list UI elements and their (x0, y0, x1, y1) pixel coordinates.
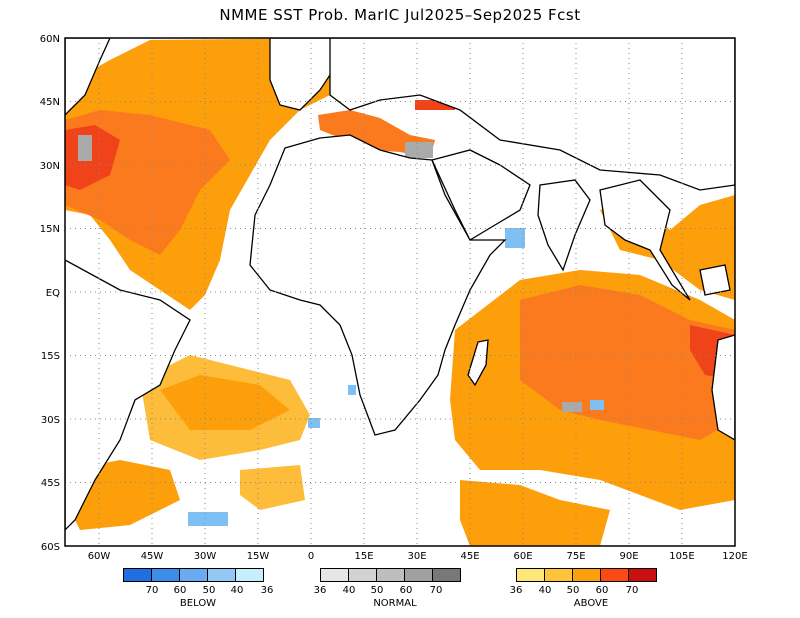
lat-label: 60N (40, 34, 60, 45)
below-patch-atlantic-small (308, 418, 320, 428)
lat-label: 30N (40, 161, 60, 172)
legend-swatch (320, 568, 349, 582)
arabia-outline (431, 149, 531, 241)
legend-above-swatches (516, 568, 666, 582)
lon-label: 60W (88, 551, 111, 562)
legend-label: 70 (145, 585, 159, 596)
sst-probability-map: 60N 45N 30N 15N EQ 15S 30S 45S 60S 60W 4… (40, 34, 748, 562)
below-patch-arabian-sea (505, 228, 525, 248)
legend-label: 36 (260, 585, 274, 596)
longitude-axis: 60W 45W 30W 15W 0 15E 30E 45E 60E 75E 90… (88, 551, 748, 562)
legend-below: 70 60 50 40 36 BELOW (123, 568, 273, 618)
black-sea-shading (415, 100, 455, 110)
lon-label: 120E (722, 551, 747, 562)
legend-above-labels: 36 40 50 60 70 (510, 585, 666, 599)
lat-label: 45S (41, 478, 60, 489)
legend-label: 60 (173, 585, 187, 596)
lon-label: 0 (308, 551, 314, 562)
legend-label: 70 (625, 585, 639, 596)
north-america-outline (65, 38, 111, 116)
southern-indian-ocean-shading (460, 480, 610, 546)
lat-label: 45N (40, 97, 60, 108)
legend-label: 60 (595, 585, 609, 596)
south-atlantic-far-south-shading (70, 460, 180, 530)
lat-label: 15N (40, 224, 60, 235)
legend-above-caption: ABOVE (573, 598, 609, 609)
lon-label: 45E (460, 551, 479, 562)
legend-normal-labels: 36 40 50 60 70 (314, 585, 470, 599)
lon-label: 15E (354, 551, 373, 562)
australia-outline (711, 334, 735, 441)
legend-swatch (544, 568, 573, 582)
legend-swatch (600, 568, 629, 582)
lat-label: EQ (46, 288, 60, 299)
lat-label: 30S (41, 415, 60, 426)
grid-lines (65, 38, 735, 546)
india-outline (537, 179, 591, 272)
legend-label: 70 (429, 585, 443, 596)
legend-swatch (572, 568, 601, 582)
lat-label: 15S (41, 351, 60, 362)
lon-label: 45W (141, 551, 164, 562)
lon-label: 30W (194, 551, 217, 562)
borneo-outline (699, 264, 731, 296)
legend-swatch (432, 568, 461, 582)
map-title: NMME SST Prob. MarIC Jul2025–Sep2025 Fcs… (219, 6, 581, 24)
legend-swatch (235, 568, 264, 582)
legend-label: 36 (313, 585, 327, 596)
legend-label: 40 (538, 585, 552, 596)
below-patch-south-atlantic (188, 512, 228, 526)
lon-label: 75E (566, 551, 585, 562)
madagascar-outline (467, 339, 489, 387)
gray-normal-patch-indian (562, 402, 582, 412)
lon-label: 90E (619, 551, 638, 562)
eurasia-outline (329, 38, 735, 191)
lat-label: 60S (41, 542, 60, 553)
legend-swatch (207, 568, 236, 582)
legend-below-labels: 70 60 50 40 36 (123, 585, 274, 599)
south-america-outline (65, 259, 191, 531)
legend-label: 50 (202, 585, 216, 596)
gray-normal-patch-atlantic (78, 135, 92, 161)
legend-swatch (123, 568, 152, 582)
probability-shading (65, 38, 735, 546)
legend-swatch (376, 568, 405, 582)
legend-label: 50 (566, 585, 580, 596)
latitude-axis: 60N 45N 30N 15N EQ 15S 30S 45S 60S (40, 34, 60, 553)
lon-label: 15W (247, 551, 270, 562)
south-atlantic-mid-shading (240, 465, 305, 510)
below-patch-atlantic-small-2 (348, 385, 356, 395)
map-frame (64, 37, 736, 547)
legend-swatch (151, 568, 180, 582)
below-patch-indian (590, 400, 604, 410)
legend-label: 40 (230, 585, 244, 596)
coastlines (65, 38, 735, 531)
legend-swatch (516, 568, 545, 582)
legend-label: 36 (509, 585, 523, 596)
legend-label: 60 (399, 585, 413, 596)
gray-normal-patch-east-med (405, 142, 433, 158)
legend-label: 50 (370, 585, 384, 596)
legend-normal: 36 40 50 60 70 NORMAL (314, 568, 470, 618)
legend-above: 36 40 50 60 70 ABOVE (510, 568, 666, 618)
lon-label: 105E (669, 551, 694, 562)
legend-normal-caption: NORMAL (373, 598, 417, 609)
legend-label: 40 (342, 585, 356, 596)
legend-swatch (179, 568, 208, 582)
legend-below-caption: BELOW (179, 598, 217, 609)
lon-label: 30E (407, 551, 426, 562)
legend-swatch (628, 568, 657, 582)
legend-normal-swatches (320, 568, 470, 582)
indian-ocean-core-shading (520, 285, 735, 440)
legend-swatch (404, 568, 433, 582)
legend-below-swatches (123, 568, 273, 582)
lon-label: 60E (513, 551, 532, 562)
legend-swatch (348, 568, 377, 582)
